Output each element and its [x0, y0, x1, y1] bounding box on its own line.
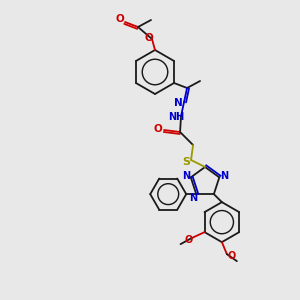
- Text: N: N: [182, 171, 190, 181]
- Text: O: O: [154, 124, 162, 134]
- Text: S: S: [182, 157, 190, 167]
- Text: O: O: [228, 251, 236, 261]
- Text: NH: NH: [168, 112, 184, 122]
- Text: O: O: [145, 33, 153, 43]
- Text: O: O: [184, 235, 193, 245]
- Text: N: N: [189, 193, 197, 203]
- Text: O: O: [116, 14, 124, 24]
- Text: N: N: [174, 98, 182, 108]
- Text: N: N: [220, 171, 228, 181]
